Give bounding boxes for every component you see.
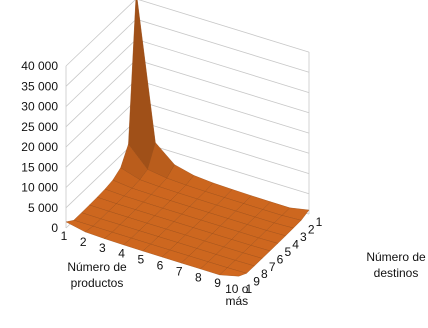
x-tick-label: 9: [214, 276, 221, 290]
z-tick-label: 30 000: [21, 100, 58, 114]
y-tick-label: 3: [300, 230, 307, 244]
gridline-4: [65, 79, 310, 148]
z-tick-label: 35 000: [21, 79, 58, 93]
z-tick-label: 15 000: [21, 160, 58, 174]
y-tick-label: 4: [292, 237, 299, 251]
gridline-3: [65, 99, 310, 168]
z-tick-label: 40 000: [21, 59, 58, 73]
x-axis-label-line2: productos: [71, 276, 124, 290]
x-tick-label: 6: [157, 259, 164, 273]
y-tick-label: 6: [277, 252, 284, 266]
x-tick-label: 3: [99, 241, 106, 255]
y-tick-label: 2: [308, 223, 315, 237]
x-tick-label: 10 o más: [225, 282, 249, 308]
y-tick-label: 1: [245, 282, 252, 296]
x-tick-label: 5: [137, 253, 144, 267]
axes-labels: Número de productos Número de destinos 1…: [61, 215, 426, 308]
y-tick-label: 1: [316, 215, 323, 229]
gridline-7: [65, 18, 310, 87]
y-tick-label: 9: [253, 275, 260, 289]
z-tick-label: 10 000: [21, 181, 58, 195]
x-tick-label: 1: [61, 229, 68, 243]
z-tick-label: 20 000: [21, 140, 58, 154]
z-tick-label: 5 000: [28, 201, 58, 215]
gridline-6: [65, 38, 310, 107]
z-tick-label: 25 000: [21, 120, 58, 134]
surface-mesh: [65, 0, 310, 277]
x-tick-label: 4: [118, 247, 125, 261]
surface-facet: [219, 267, 247, 277]
y-tick-label: 8: [261, 267, 268, 281]
y-axis-label-line2: destinos: [374, 266, 419, 280]
x-axis-label-line1: Número de: [67, 260, 127, 274]
y-tick-label: 5: [284, 245, 291, 259]
y-tick-label: 7: [269, 260, 276, 274]
z-tick-label: 0: [51, 221, 58, 235]
x-tick-label: 2: [80, 235, 87, 249]
y-axis-label-line1: Número de: [366, 250, 426, 264]
gridline-8: [65, 0, 310, 67]
x-tick-label: 8: [195, 270, 202, 284]
x-tick-label: 7: [176, 264, 183, 278]
gridline-5: [65, 59, 310, 128]
